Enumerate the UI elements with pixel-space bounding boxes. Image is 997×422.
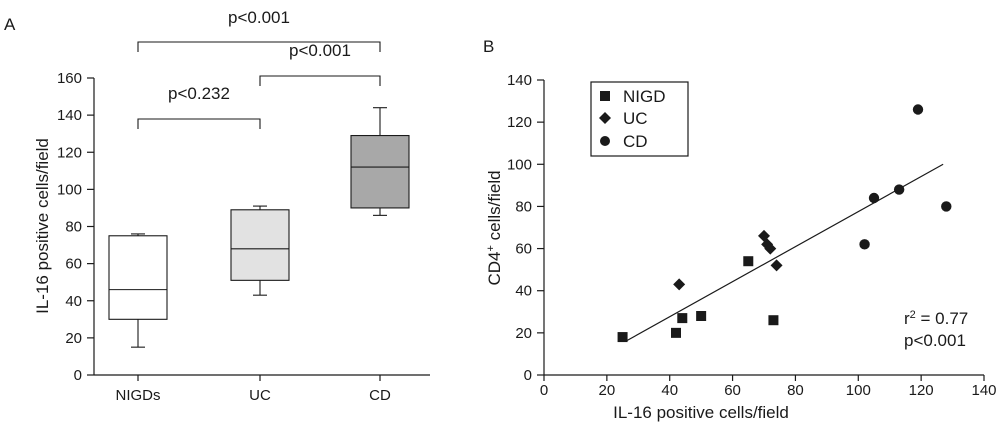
panel-a-y-tick-label: 80	[65, 219, 82, 236]
panel-b-label: B	[483, 37, 494, 56]
panel-b-y-tick-label: 0	[524, 367, 532, 384]
panel-b-y-tick-label: 80	[515, 198, 532, 215]
panel-b-x-tick-label: 0	[540, 382, 548, 399]
panel-b-y-tick-label: 60	[515, 241, 532, 258]
panel-a-y-tick-label: 140	[57, 107, 82, 124]
panel-a-x-tick-label: NIGDs	[116, 387, 161, 404]
panel-b-y-tick-label: 100	[507, 156, 532, 173]
panel-a-y-tick-label: 100	[57, 181, 82, 198]
significance-bracket	[259, 75, 381, 86]
panel-b-x-tick-label: 20	[599, 382, 616, 399]
panel-a-x-tick-label: CD	[369, 387, 391, 404]
panel-a-x-tick-label: UC	[249, 387, 271, 404]
point-cd-circle	[868, 192, 880, 204]
panel-a-y-tick-label: 40	[65, 293, 82, 310]
box-NIGDs	[108, 235, 168, 320]
significance-bracket	[137, 41, 381, 52]
panel-b-regression	[625, 163, 944, 342]
panel-b-x-tick-label: 40	[661, 382, 678, 399]
regression-line	[625, 163, 944, 342]
legend-marker-square	[600, 91, 610, 101]
point-nigd-square	[617, 332, 628, 343]
panel-a-label: A	[4, 15, 16, 34]
point-nigd-square	[743, 256, 754, 267]
panel-b-y-tick-label: 40	[515, 283, 532, 300]
r-squared-main: r	[904, 309, 910, 328]
r-squared-annotation: r2 = 0.77	[904, 309, 968, 328]
point-uc-diamond	[764, 242, 777, 255]
panel-a-axes: 0 20 40 60 80 100 120 140 160 NIGDs UC CD	[57, 70, 430, 404]
panel-b-y-axis-label: CD4+ cells/field	[485, 170, 504, 285]
legend-marker-circle	[600, 136, 610, 146]
panel-a-significance-brackets: p<0.232 p<0.001 p<0.001	[137, 8, 381, 129]
panel-a-boxes	[108, 107, 410, 348]
panel-b-y-tick-label: 120	[507, 114, 532, 131]
point-nigd-square	[671, 327, 681, 338]
panel-a-y-tick-label: 20	[65, 330, 82, 347]
point-nigd-square	[696, 311, 707, 321]
legend-marker-diamond	[599, 112, 611, 124]
significance-label: p<0.001	[228, 8, 290, 27]
panel-b-legend: NIGD UC CD	[590, 81, 689, 157]
panel-b-y-axis-label-rest: cells/field	[485, 170, 504, 245]
legend-label-cd: CD	[623, 132, 648, 151]
panel-b-y-tick-label: 140	[507, 72, 532, 89]
significance-bracket	[137, 118, 261, 129]
panel-a-y-tick-label: 0	[74, 367, 82, 384]
panel-b-points	[617, 104, 952, 343]
panel-a: A IL-16 positive cells/field 0 20 40 60 80 10…	[4, 8, 430, 404]
panel-b-x-tick-label: 120	[909, 382, 934, 399]
significance-label: p<0.232	[168, 84, 230, 103]
panel-b-axes: 0 20 40 60 80 100 120 140 0 20 40 60 80 100 120 140	[507, 72, 997, 399]
point-cd-circle	[859, 239, 870, 250]
panel-b-x-tick-label: 80	[787, 382, 804, 399]
panel-a-y-tick-label: 120	[57, 144, 82, 161]
point-uc-diamond	[673, 278, 686, 291]
panel-b-y-axis-label-main: CD4	[485, 252, 504, 286]
box-UC	[230, 209, 290, 281]
point-cd-circle	[912, 104, 924, 115]
panel-b-x-tick-label: 100	[846, 382, 871, 399]
significance-label: p<0.001	[289, 41, 351, 60]
box-CD	[350, 134, 410, 209]
panel-a-y-axis-label: IL-16 positive cells/field	[33, 138, 52, 314]
panel-b-x-tick-label: 140	[971, 382, 996, 399]
panel-b-y-tick-label: 20	[515, 325, 532, 342]
point-cd-circle	[941, 201, 952, 212]
panel-b: B IL-16 positive cells/field CD4+ cells/…	[483, 37, 997, 422]
panel-b-x-axis-label: IL-16 positive cells/field	[613, 403, 789, 422]
panel-b-y-axis-label-superscript: +	[485, 245, 497, 251]
legend-label-uc: UC	[623, 109, 648, 128]
point-uc-diamond	[770, 259, 783, 272]
panel-a-y-tick-label: 60	[65, 256, 82, 273]
point-cd-circle	[893, 184, 905, 195]
legend-label-nigd: NIGD	[623, 87, 666, 106]
point-nigd-square	[677, 313, 688, 324]
p-value-annotation: p<0.001	[904, 331, 966, 350]
r-squared-superscript: 2	[910, 309, 916, 321]
panel-a-y-tick-label: 160	[57, 70, 82, 87]
point-nigd-square	[768, 315, 779, 326]
r-squared-value: = 0.77	[916, 309, 968, 328]
panel-b-x-tick-label: 60	[724, 382, 741, 399]
